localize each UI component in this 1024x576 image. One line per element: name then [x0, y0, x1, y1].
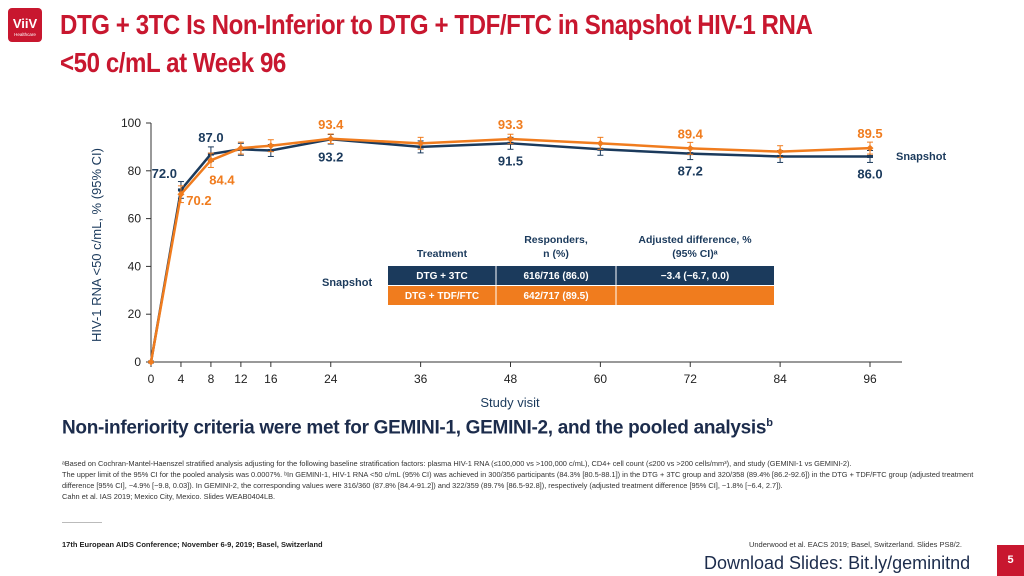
table-cell: DTG + TDF/FTC: [405, 291, 479, 302]
x-tick-label: 60: [594, 372, 608, 386]
data-label: 89.4: [678, 126, 704, 141]
data-label: 93.3: [498, 117, 523, 132]
x-tick-label: 36: [414, 372, 428, 386]
series-line: [149, 137, 870, 363]
download-link[interactable]: Download Slides: Bit.ly/geminitnd: [704, 553, 971, 573]
data-label: 89.5: [857, 126, 882, 141]
logo-subtext: Healthcare: [14, 32, 36, 37]
subheading: Non-inferiority criteria were met for GE…: [62, 417, 773, 439]
x-axis-label: Study visit: [480, 395, 540, 410]
data-label: 93.4: [318, 117, 344, 132]
title-line-2: <50 c/mL at Week 96: [60, 47, 286, 78]
table-header-cell: Treatment: [417, 248, 468, 260]
x-tick-label: 0: [148, 372, 155, 386]
footnote-3: Cahn et al. IAS 2019; Mexico City, Mexic…: [62, 492, 276, 501]
data-point: [237, 144, 245, 152]
data-point: [866, 144, 874, 152]
chart-data-labels: 72.0 87.0 93.2 91.5 87.2 86.0 70.2 84.4 93.4 93.3…: [152, 117, 883, 208]
divider: [62, 522, 102, 523]
x-tick-label: 4: [178, 372, 185, 386]
data-point: [507, 135, 514, 143]
table-row: [388, 286, 774, 305]
y-tick-label: 20: [128, 307, 142, 321]
chart-series: [147, 133, 874, 366]
table-side-label: Snapshot: [322, 277, 372, 289]
data-label: 87.0: [198, 130, 223, 145]
x-tick-label: 84: [773, 372, 787, 386]
data-label: 84.4: [209, 172, 235, 187]
table-header-cell: Adjusted difference, % (95% CI)ᵃ: [638, 234, 752, 260]
x-tick-label: 12: [234, 372, 248, 386]
y-axis-label: HIV-1 RNA <50 c/mL, % (95% CI): [89, 148, 104, 342]
data-point: [417, 139, 425, 147]
data-point: [596, 139, 604, 147]
data-label: 87.2: [678, 164, 703, 179]
reference-text: Underwood et al. EACS 2019; Basel, Switz…: [748, 540, 962, 549]
chart-axes: [150, 123, 902, 363]
table-cell: 642/717 (89.5): [523, 291, 588, 302]
y-tick-label: 40: [128, 259, 142, 273]
data-point: [686, 144, 694, 152]
slide-title: DTG + 3TC Is Non-Inferior to DTG + TDF/F…: [60, 6, 877, 82]
x-tick-label: 48: [504, 372, 518, 386]
y-tick-label: 100: [121, 116, 141, 130]
data-point: [267, 142, 275, 150]
logo-text: ViiV: [13, 16, 38, 31]
y-tick-label: 60: [128, 212, 142, 226]
x-tick-label: 72: [684, 372, 698, 386]
conference-text: 17th European AIDS Conference; November …: [62, 540, 323, 549]
results-table: Treatment Responders, n (%) Adjusted differ…: [388, 228, 774, 305]
table-header-cell: Responders, n (%): [524, 234, 588, 260]
y-tick-label: 0: [134, 355, 141, 369]
x-tick-label: 24: [324, 372, 338, 386]
data-point: [177, 190, 185, 198]
x-tick-label: 96: [863, 372, 877, 386]
data-point: [776, 148, 784, 156]
table-cell: DTG + 3TC: [416, 271, 467, 282]
table-cell: 616/716 (86.0): [523, 271, 588, 282]
subheading-footnote-marker: b: [766, 417, 773, 429]
data-point: [327, 135, 335, 143]
table-row: [388, 266, 774, 285]
viiv-logo: ViiV Healthcare: [8, 8, 42, 42]
page-number: 5: [997, 545, 1024, 576]
data-label: 72.0: [152, 166, 177, 181]
data-label: 93.2: [318, 149, 343, 164]
footnotes: ᵃBased on Cochran-Mantel-Haenszel strati…: [62, 458, 982, 502]
table-cell: −3.4 (−6.7, 0.0): [661, 271, 729, 282]
footnote-1: ᵃBased on Cochran-Mantel-Haenszel strati…: [62, 459, 852, 468]
data-label: 70.2: [186, 193, 211, 208]
y-tick-label: 80: [128, 164, 142, 178]
title-line-1: DTG + 3TC Is Non-Inferior to DTG + TDF/F…: [60, 9, 813, 40]
data-point: [147, 358, 155, 366]
x-tick-label: 16: [264, 372, 278, 386]
table-header-bg: [388, 228, 774, 266]
series-end-label: Snapshot: [896, 151, 946, 163]
series-line: [149, 137, 871, 363]
x-tick-label: 8: [208, 372, 215, 386]
data-point: [867, 154, 873, 158]
data-label: 86.0: [857, 166, 882, 181]
footnote-2: The upper limit of the 95% CI for the po…: [62, 470, 974, 490]
data-label: 91.5: [498, 153, 523, 168]
data-point: [207, 156, 215, 164]
